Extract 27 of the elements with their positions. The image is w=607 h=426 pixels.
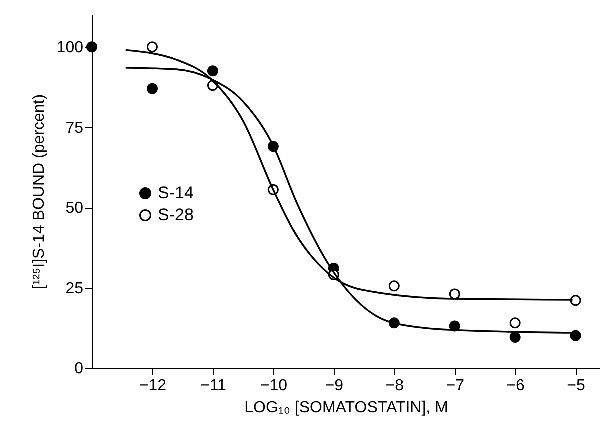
y-axis-title: [¹²⁵I]S-14 BOUND (percent) (30, 94, 48, 290)
x-tick-label: −7 (446, 378, 465, 394)
point (510, 318, 521, 329)
point (388, 280, 400, 292)
y-tick-label: 0 (74, 360, 84, 378)
point (510, 332, 521, 343)
point (207, 66, 218, 77)
x-tick-label: −12 (139, 378, 167, 394)
y-tick-label: 50 (66, 200, 84, 218)
point (146, 42, 158, 53)
x-tick-label: −6 (506, 378, 526, 394)
point (146, 83, 158, 94)
x-axis-title: LOG₁₀ [SOMATOSTATIN], M (244, 400, 448, 416)
point (449, 288, 460, 300)
y-tick-label: 25 (66, 280, 84, 298)
y-tick-label: 75 (66, 120, 84, 137)
point (86, 42, 98, 53)
x-tick-label: −5 (567, 378, 586, 394)
legend-label: S-14 (158, 184, 194, 202)
point (570, 330, 582, 342)
point (570, 295, 582, 306)
x-tick-label: −8 (386, 378, 404, 394)
x-tick-label: −9 (325, 378, 344, 394)
legend-label: S-28 (158, 206, 194, 224)
x-tick-label: −11 (200, 378, 227, 394)
y-tick-label: 100 (56, 40, 84, 57)
x-tick-label: −10 (260, 378, 288, 394)
